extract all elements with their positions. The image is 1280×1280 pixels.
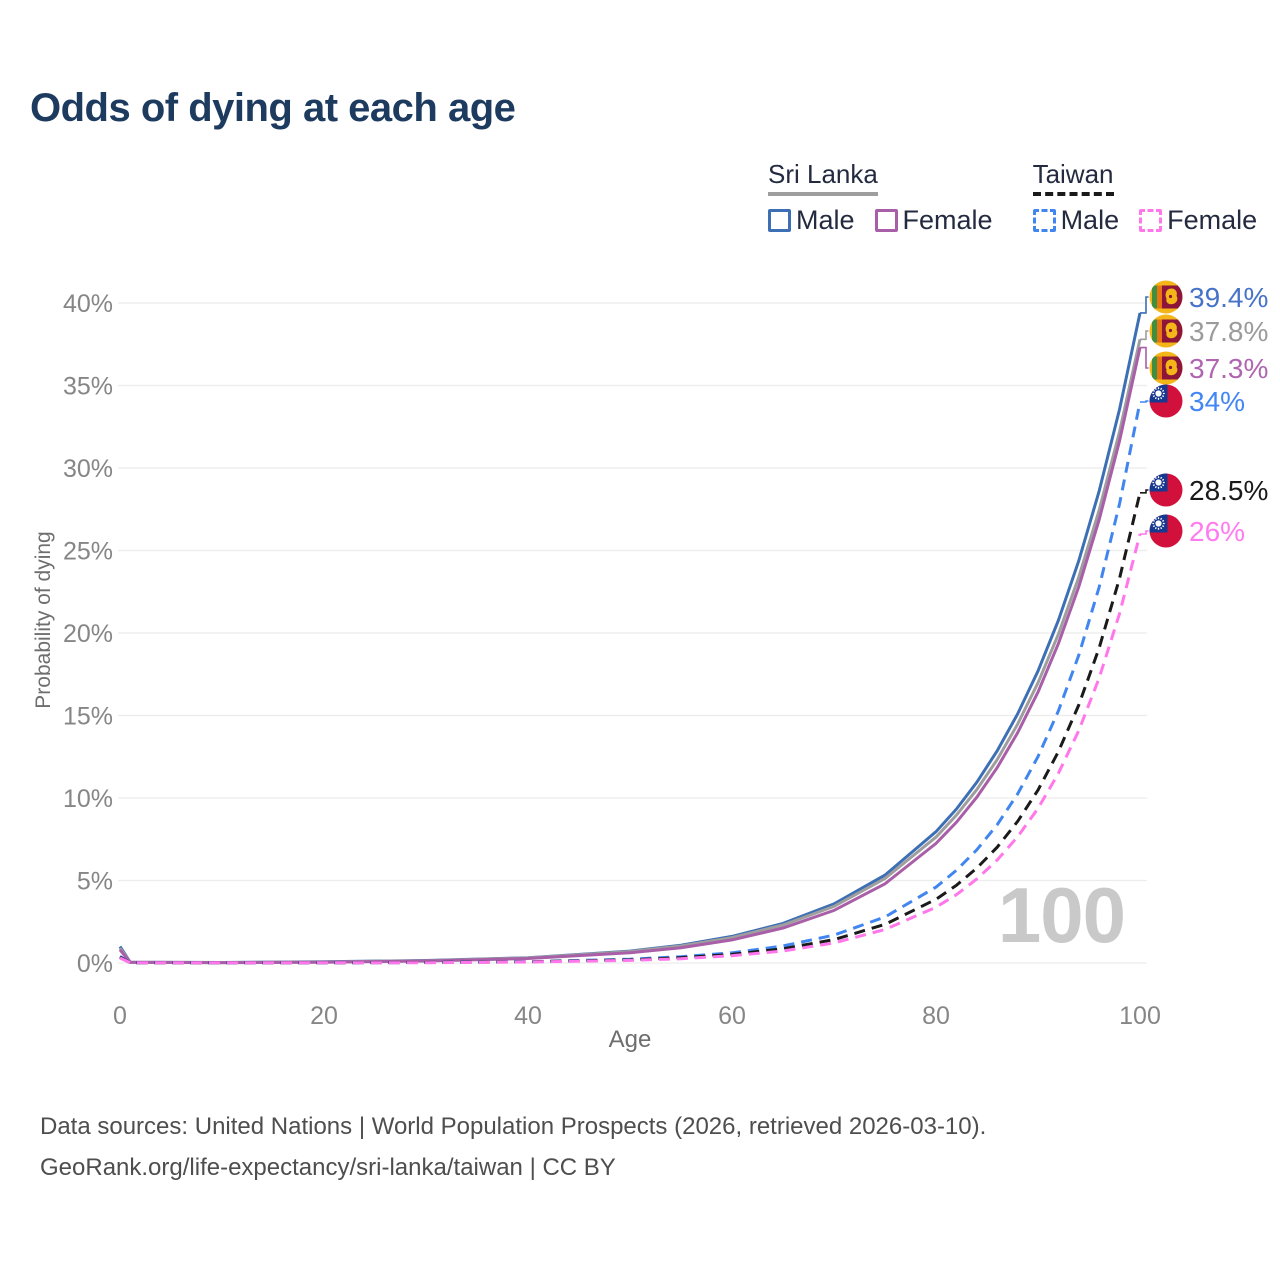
footer-link: GeoRank.org/life-expectancy/sri-lanka/ta… bbox=[40, 1154, 616, 1181]
end-connector-sri-lanka-male bbox=[1140, 296, 1149, 314]
legend-item-label: Male bbox=[1060, 204, 1120, 235]
legend-swatch-taiwan-male bbox=[1032, 208, 1056, 232]
series-line-sri-lanka-male bbox=[118, 312, 1142, 965]
end-label-taiwan-female: 26% bbox=[1189, 516, 1245, 547]
series-line-taiwan-female bbox=[119, 533, 1142, 965]
y-tick-label-35: 35% bbox=[63, 373, 113, 401]
y-tick-label-40: 40% bbox=[63, 290, 113, 318]
legend-swatch-taiwan-female bbox=[1139, 208, 1163, 232]
y-tick-label-30: 30% bbox=[63, 455, 113, 483]
legend-item-label: Male bbox=[796, 204, 855, 235]
x-tick-label-20: 20 bbox=[310, 1002, 338, 1030]
sri-lanka-flag-icon bbox=[1149, 351, 1183, 385]
series-line-taiwan-male bbox=[119, 401, 1142, 965]
x-axis-title: Age bbox=[608, 1026, 652, 1053]
age-watermark: 100 bbox=[997, 871, 1126, 959]
legend-country-label-sri-lanka: Sri Lanka bbox=[768, 160, 878, 196]
y-tick-label-20: 20% bbox=[63, 620, 113, 648]
legend-item-sri-lanka-male[interactable]: Male bbox=[768, 205, 855, 236]
end-connector-taiwan-both-sexes bbox=[1140, 489, 1149, 494]
y-tick-label-0: 0% bbox=[77, 950, 113, 978]
y-axis-title: Probability of dying bbox=[32, 531, 55, 709]
x-tick-label-40: 40 bbox=[514, 1002, 542, 1030]
end-connector-sri-lanka-female bbox=[1140, 346, 1149, 369]
y-tick-label-5: 5% bbox=[77, 868, 113, 896]
legend-item-taiwan-male[interactable]: Male bbox=[1032, 204, 1120, 236]
x-tick-label-80: 80 bbox=[922, 1002, 950, 1030]
legend-item-label: Female bbox=[1167, 204, 1258, 235]
x-tick-label-0: 0 bbox=[113, 1002, 127, 1030]
taiwan-flag-icon bbox=[1149, 514, 1183, 548]
legend-country-label-taiwan: Taiwan bbox=[1032, 160, 1114, 196]
taiwan-flag-icon bbox=[1149, 473, 1183, 507]
legend-item-sri-lanka-female[interactable]: Female bbox=[874, 204, 993, 236]
y-tick-label-10: 10% bbox=[63, 785, 113, 813]
series-line-taiwan-both-sexes bbox=[119, 492, 1142, 965]
y-tick-label-25: 25% bbox=[63, 538, 113, 566]
end-connector-sri-lanka-both-sexes bbox=[1140, 330, 1149, 341]
x-tick-label-100: 100 bbox=[1119, 1002, 1161, 1030]
sri-lanka-flag-icon bbox=[1149, 280, 1183, 314]
taiwan-flag-icon bbox=[1149, 384, 1183, 418]
y-tick-label-15: 15% bbox=[63, 703, 113, 731]
end-label-taiwan-male: 34% bbox=[1189, 386, 1245, 417]
end-label-sri-lanka-both-sexes: 37.8% bbox=[1189, 316, 1268, 347]
legend-group-sri-lanka: Sri Lanka Male Female bbox=[768, 160, 993, 236]
x-tick-label-60: 60 bbox=[718, 1002, 746, 1030]
end-label-sri-lanka-female: 37.3% bbox=[1189, 353, 1268, 384]
legend-items-row: Male Female bbox=[768, 205, 993, 236]
legend-item-taiwan-female[interactable]: Female bbox=[1139, 205, 1257, 236]
legend-item-label: Female bbox=[902, 204, 993, 235]
end-connector-taiwan-female bbox=[1140, 530, 1149, 535]
legend-items-row: Male Female bbox=[1032, 204, 1257, 236]
end-label-sri-lanka-male: 39.4% bbox=[1189, 282, 1268, 313]
legend-group-taiwan: Taiwan Male Female bbox=[1032, 160, 1257, 236]
legend-swatch-sri-lanka-male bbox=[768, 208, 791, 232]
page-title: Odds of dying at each age bbox=[30, 86, 516, 130]
sri-lanka-flag-icon bbox=[1149, 314, 1183, 348]
footer-sources: Data sources: United Nations | World Pop… bbox=[40, 1113, 987, 1140]
legend-swatch-sri-lanka-female bbox=[874, 208, 898, 232]
footer: Data sources: United Nations | World Pop… bbox=[40, 1106, 986, 1188]
chart-legend: Sri Lanka Male Female Taiwan Male Female bbox=[768, 160, 1257, 236]
end-connector-taiwan-male bbox=[1140, 400, 1149, 403]
end-label-taiwan-both-sexes: 28.5% bbox=[1189, 475, 1268, 506]
